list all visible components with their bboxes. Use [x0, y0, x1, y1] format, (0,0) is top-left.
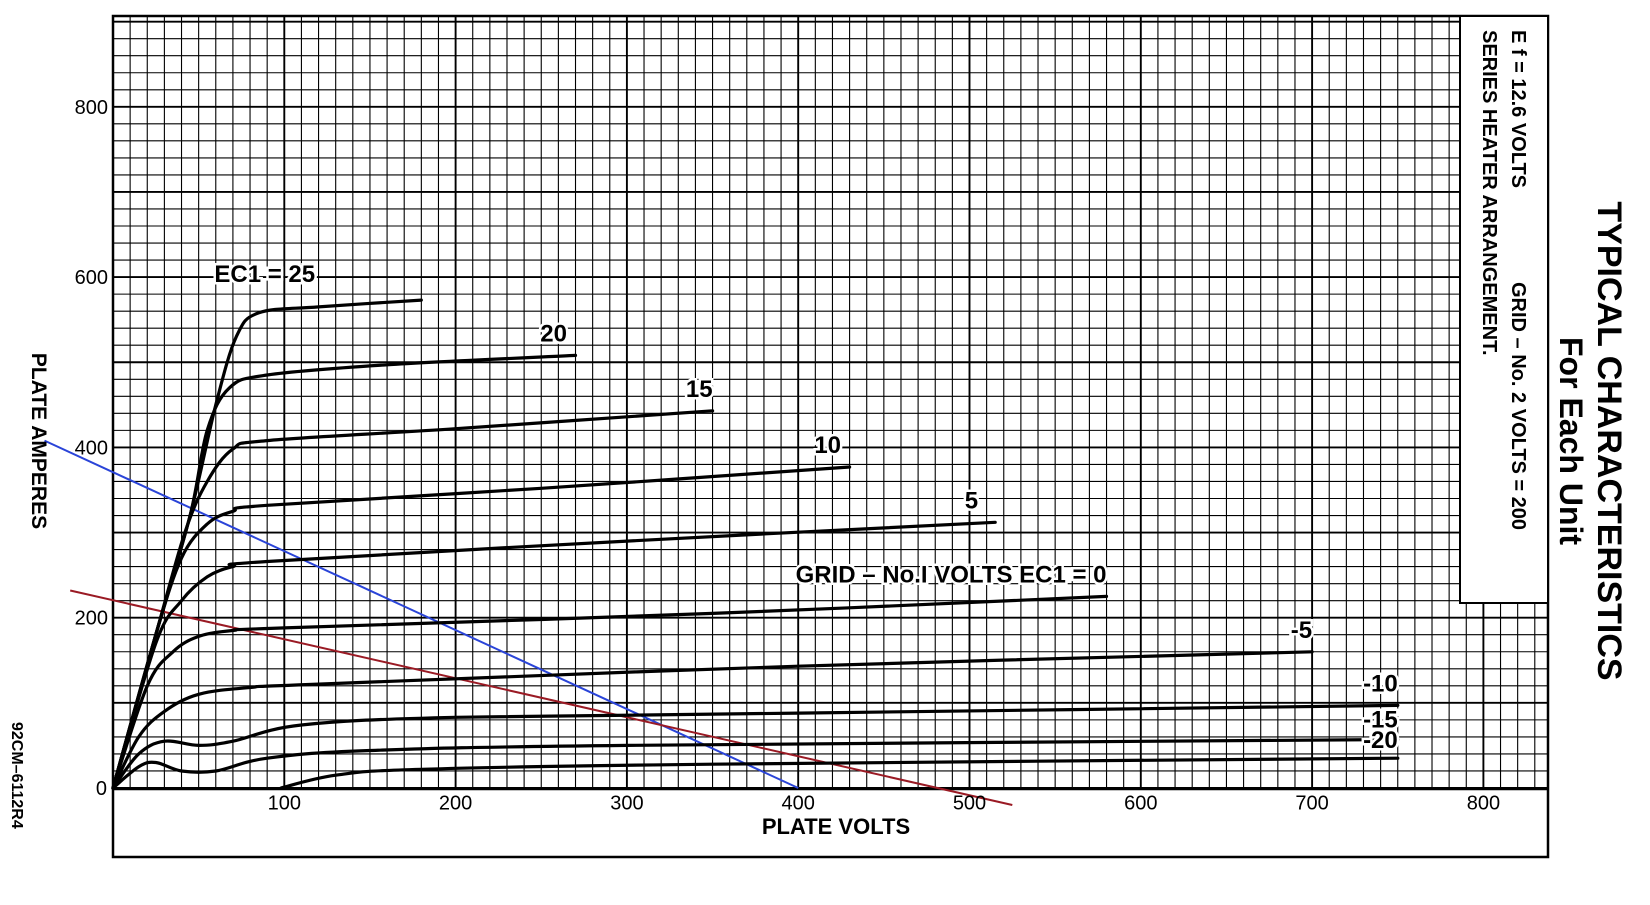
x-tick-label: 200: [439, 793, 472, 815]
curve-label: EC1 = 25: [214, 261, 315, 288]
curve: [111, 520, 997, 790]
screen-grid-voltage-note: GRID – No. 2 VOLTS = 200: [1507, 282, 1529, 530]
conditions-box: [1459, 15, 1549, 604]
curve-label: 10: [814, 432, 841, 459]
curve: [111, 594, 1109, 790]
x-tick-label: 100: [268, 793, 301, 815]
labels-layer: 100 200 300 400 500 600 700 800 0 200 400 600 800 EC1…: [75, 97, 1500, 815]
load-line: [69, 589, 1013, 806]
heater-voltage-note: E f = 12.6 VOLTS: [1507, 30, 1529, 188]
grid-layer: [113, 16, 1548, 788]
x-tick-label: 800: [1467, 793, 1500, 815]
drawing-number: 92CM–6112R4: [8, 722, 25, 829]
chart-title: TYPICAL CHARACTERISTICS: [1590, 201, 1628, 680]
x-tick-label: 700: [1295, 793, 1328, 815]
curve: [111, 465, 852, 790]
curve-label: 20: [540, 320, 567, 347]
curve: [279, 756, 1400, 790]
curve-label: -5: [1291, 617, 1312, 644]
chart-subtitle: For Each Unit: [1553, 337, 1589, 545]
frame-layer: [111, 14, 1550, 859]
x-tick-label: 500: [953, 793, 986, 815]
curve: [111, 650, 1314, 790]
curve-label: 5: [965, 487, 978, 514]
x-tick-label: 300: [610, 793, 643, 815]
y-tick-label: 200: [75, 608, 108, 630]
curve-label: GRID – No.I VOLTS EC1 = 0: [796, 561, 1107, 588]
outer-frame: [111, 14, 1550, 859]
curve: [111, 737, 1400, 790]
y-tick-label: 400: [75, 437, 108, 459]
x-tick-label: 600: [1124, 793, 1157, 815]
x-axis-label: PLATE VOLTS: [762, 814, 910, 839]
curves-layer: [111, 298, 1400, 790]
y-axis-label: PLATE AMPERES: [27, 353, 50, 529]
x-tick-label: 400: [782, 793, 815, 815]
curve-label: -10: [1363, 670, 1398, 697]
load-line: [44, 439, 799, 789]
curve: [111, 703, 1400, 790]
curve-label: -20: [1363, 727, 1398, 754]
load-lines-layer: [44, 439, 1013, 806]
y-tick-label: 0: [96, 778, 107, 800]
curve-label: -15: [1363, 706, 1398, 733]
y-tick-label: 600: [75, 267, 108, 289]
heater-arrangement-note: SERIES HEATER ARRANGEMENT.: [1478, 30, 1500, 356]
y-tick-label: 800: [75, 97, 108, 119]
curve-label: 15: [686, 376, 713, 403]
